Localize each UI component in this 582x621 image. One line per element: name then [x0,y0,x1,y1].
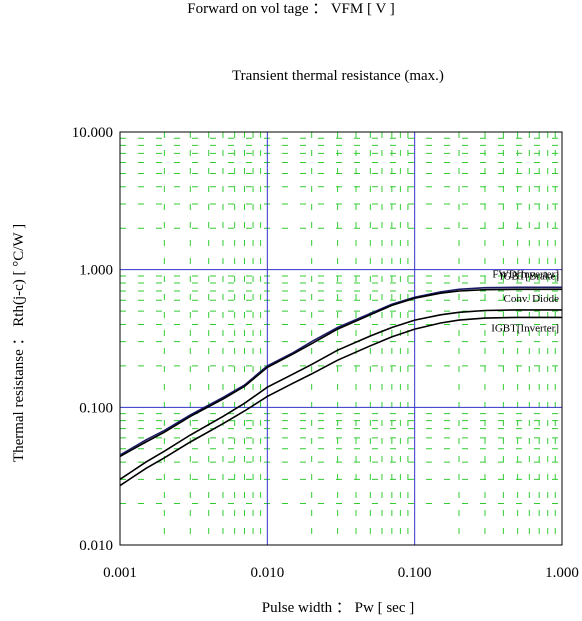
major-grid [120,132,562,545]
series-line [119,286,562,456]
x-tick-label: 0.100 [398,565,432,581]
x-tick-label: 0.001 [103,565,137,581]
series-line [119,288,562,458]
header-text: Forward on vol tage ： VFM [ V ] [187,1,395,17]
x-axis-label: Pulse width ： Pw [ sec ] [262,600,415,616]
minor-grid [120,132,562,545]
y-axis-label: Thermal resistanse ： Rth(j-c) [ °C/W ] [11,224,27,462]
y-tick-label: 10.000 [72,125,113,141]
plot-area: 0.001 0.010 0.100 1.000 0.010 0.100 1.000 10.0… [72,125,579,581]
y-tick-label: 0.100 [79,400,113,416]
series-label: Conv. Diode [503,293,559,305]
series-line [119,309,562,480]
x-tick-label: 1.000 [545,565,579,581]
y-tick-label: 1.000 [79,263,113,279]
plot-frame [119,131,563,546]
series-label: FWD[Inverter] [492,268,559,280]
series-group [119,286,562,487]
series-labels: IGBT[Brake]FWD[Inverter] Conv. Diode IGBT[… [491,268,559,334]
x-tick-label: 0.010 [250,565,284,581]
chart-title: Transient thermal resistance (max.) [232,68,444,84]
x-tick-labels: 0.001 0.010 0.100 1.000 [103,565,579,581]
series-label: IGBT[Brake] [500,270,559,282]
y-tick-label: 0.010 [79,538,113,554]
series-label: IGBT[Inverter] [491,322,559,334]
series-line [119,316,562,487]
y-tick-labels: 0.010 0.100 1.000 10.000 [72,125,113,554]
